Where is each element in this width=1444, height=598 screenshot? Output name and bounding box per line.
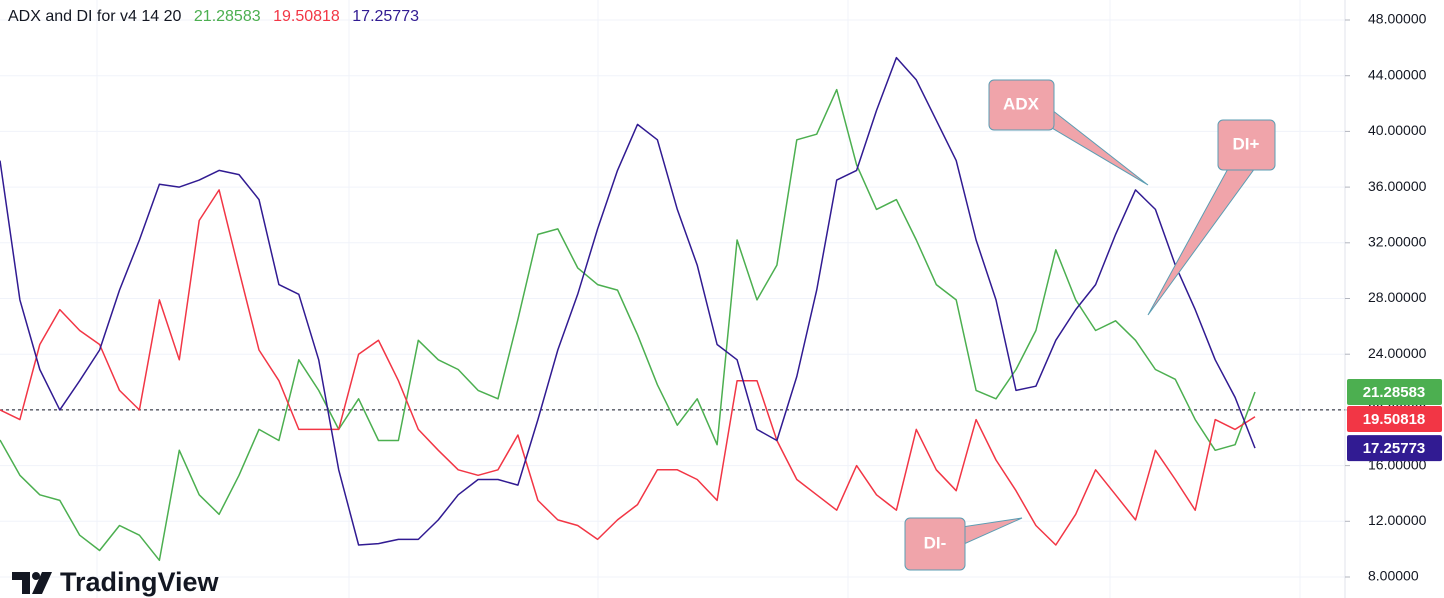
indicator-title: ADX and DI for v4 14 20 [8,8,182,25]
y-tick-label: 12.00000 [1368,512,1427,528]
last-value-badge [1347,405,1442,432]
price-axis [1345,0,1444,598]
last-value-badge [1347,435,1442,462]
series-line [0,56,1256,546]
callout-text: ADX [1003,94,1040,113]
callout-box [988,79,1055,131]
last-value-label: 19.50818 [1363,411,1426,428]
last-value-label: 17.25773 [1363,440,1426,457]
brand-logo: TradingView [12,567,220,597]
callout-box [1217,119,1276,171]
legend-value: 21.28583 [194,8,261,25]
series-line [0,189,1256,546]
legend-value: 17.25773 [352,8,419,25]
logo-mark [12,572,30,594]
legend: ADX and DI for v4 14 20 21.28583 19.5081… [8,8,419,25]
callout-box [904,517,966,571]
y-tick-label: 8.00000 [1368,568,1419,584]
y-tick-label: 40.00000 [1368,122,1427,138]
y-tick-label: 24.00000 [1368,345,1427,361]
logo-mark [32,572,40,580]
brand-text: TradingView [60,567,220,597]
logo-mark [32,572,52,594]
y-tick-label: 36.00000 [1368,178,1427,194]
last-value-badge [1347,378,1442,405]
callout-text: DI- [924,533,947,552]
callout-text: DI+ [1233,134,1260,153]
series-line [0,88,1256,562]
y-tick-label: 44.00000 [1368,66,1427,82]
y-tick-label: 28.00000 [1368,289,1427,305]
last-value-label: 21.28583 [1363,384,1426,401]
y-tick-label: 48.00000 [1368,11,1427,27]
legend-value: 19.50818 [273,8,340,25]
y-tick-label: 32.00000 [1368,234,1427,250]
callouts: ADX DI+ DI- [904,79,1276,571]
